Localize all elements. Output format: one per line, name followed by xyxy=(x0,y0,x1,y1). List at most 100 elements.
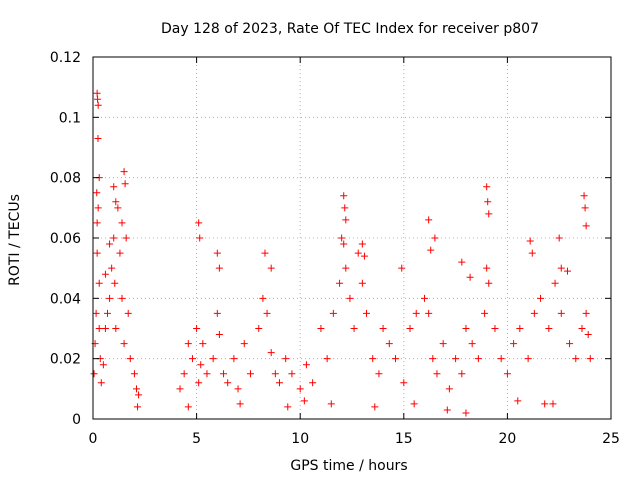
data-point xyxy=(468,340,476,348)
data-point xyxy=(338,234,346,242)
data-point xyxy=(541,400,549,408)
data-point xyxy=(526,237,534,245)
data-point xyxy=(97,379,105,387)
data-point xyxy=(93,89,101,97)
data-point xyxy=(118,294,126,302)
data-point xyxy=(122,234,130,242)
data-point xyxy=(121,180,129,188)
data-point xyxy=(94,95,102,103)
data-point xyxy=(369,355,377,363)
ticks-layer: 0 5 10 15 20 25 0 0.02 0.04 0.06 0.08 0.1 0.12 xyxy=(50,50,620,447)
data-point xyxy=(429,355,437,363)
data-point xyxy=(462,409,470,417)
data-point xyxy=(188,355,196,363)
data-point xyxy=(421,294,429,302)
x-tick-label: 0 xyxy=(89,431,98,447)
data-point xyxy=(259,294,267,302)
data-point xyxy=(114,204,122,212)
x-axis-label: GPS time / hours xyxy=(290,458,407,474)
x-tick-label: 20 xyxy=(498,431,516,447)
data-point xyxy=(199,340,207,348)
data-point xyxy=(354,249,362,257)
data-point xyxy=(267,264,275,272)
data-point xyxy=(135,391,143,399)
data-point xyxy=(358,279,366,287)
data-point xyxy=(213,249,221,257)
data-point xyxy=(483,264,491,272)
data-point xyxy=(530,309,538,317)
data-point xyxy=(563,267,571,275)
data-point xyxy=(581,204,589,212)
data-point xyxy=(392,355,400,363)
chart-title: Day 128 of 2023, Rate Of TEC Index for r… xyxy=(161,21,539,37)
data-point xyxy=(363,309,371,317)
data-point xyxy=(180,370,188,378)
data-point xyxy=(101,270,109,278)
data-point xyxy=(184,340,192,348)
data-point xyxy=(433,370,441,378)
y-tick-label: 0.06 xyxy=(50,231,81,247)
data-point xyxy=(491,325,499,332)
data-point xyxy=(358,240,366,248)
data-point xyxy=(106,294,114,302)
data-point xyxy=(193,325,201,332)
data-point xyxy=(106,240,114,248)
data-point xyxy=(375,370,383,378)
data-point xyxy=(99,361,107,369)
data-point xyxy=(485,279,493,287)
data-point xyxy=(412,309,420,317)
data-point xyxy=(580,192,588,200)
data-point xyxy=(514,397,522,405)
data-point xyxy=(215,331,223,339)
data-point xyxy=(551,279,559,287)
data-point xyxy=(120,168,128,176)
data-point xyxy=(236,400,244,408)
data-point xyxy=(203,370,211,378)
data-point xyxy=(255,325,263,332)
y-tick-label: 0 xyxy=(72,412,81,428)
data-point xyxy=(582,222,590,230)
data-point xyxy=(110,234,118,242)
x-tick-label: 25 xyxy=(602,431,620,447)
data-point xyxy=(342,264,350,272)
data-point xyxy=(112,325,120,332)
data-point xyxy=(112,198,120,206)
y-tick-label: 0.08 xyxy=(50,171,81,187)
data-point xyxy=(572,355,580,363)
data-point xyxy=(300,397,308,405)
data-point xyxy=(296,385,304,393)
data-point xyxy=(104,309,112,317)
data-point xyxy=(197,361,205,369)
data-point xyxy=(481,309,489,317)
data-point xyxy=(111,279,119,287)
data-point xyxy=(458,258,466,266)
data-point xyxy=(340,192,348,200)
data-point xyxy=(261,249,269,257)
data-point xyxy=(209,355,217,363)
data-point xyxy=(483,183,491,191)
data-point xyxy=(327,400,335,408)
data-point xyxy=(503,370,511,378)
data-point xyxy=(485,210,493,218)
data-point xyxy=(582,309,590,317)
data-point xyxy=(234,385,242,393)
data-point xyxy=(224,379,232,387)
data-point xyxy=(323,355,331,363)
data-point xyxy=(108,264,116,272)
data-point xyxy=(134,403,142,411)
data-point xyxy=(120,340,128,348)
data-point xyxy=(462,325,470,332)
data-point xyxy=(267,349,275,357)
data-point xyxy=(425,309,433,317)
data-point xyxy=(309,379,317,387)
data-point xyxy=(95,279,103,287)
data-point xyxy=(215,264,223,272)
data-point xyxy=(431,234,439,242)
data-point xyxy=(110,183,118,191)
data-point xyxy=(427,246,435,254)
data-point xyxy=(346,294,354,302)
x-tick-label: 5 xyxy=(192,431,201,447)
data-point xyxy=(118,219,126,227)
data-point xyxy=(220,370,228,378)
data-point xyxy=(350,325,358,332)
